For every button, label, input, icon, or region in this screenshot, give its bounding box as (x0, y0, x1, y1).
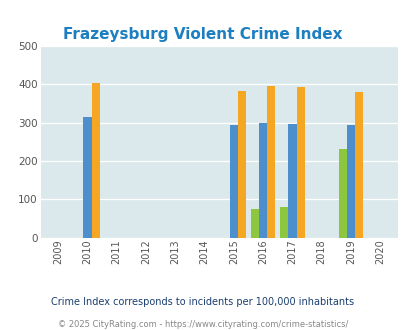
Bar (266, 85, 275, 238)
Bar (258, 123, 266, 238)
Text: Frazeysburg Violent Crime Index: Frazeysburg Violent Crime Index (63, 27, 342, 42)
Bar (346, 125, 354, 238)
Bar (338, 149, 346, 238)
Text: © 2025 CityRating.com - https://www.cityrating.com/crime-statistics/: © 2025 CityRating.com - https://www.city… (58, 319, 347, 329)
Bar (296, 87, 304, 238)
Bar (83, 117, 92, 238)
Bar (354, 92, 362, 238)
Bar (288, 123, 296, 238)
Bar (250, 209, 258, 238)
Bar (279, 207, 288, 238)
Text: Crime Index corresponds to incidents per 100,000 inhabitants: Crime Index corresponds to incidents per… (51, 297, 354, 307)
Bar (229, 125, 237, 238)
Bar (237, 91, 245, 238)
Bar (92, 82, 100, 238)
